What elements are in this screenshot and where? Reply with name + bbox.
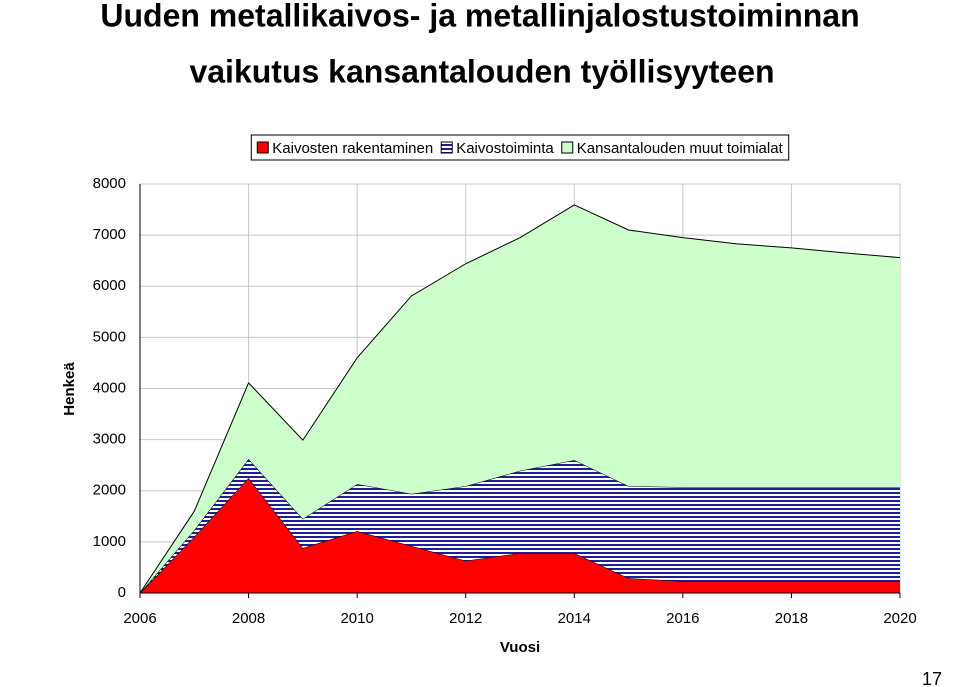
x-tick-label: 2008 [232, 610, 265, 627]
y-tick-label: 2000 [93, 482, 126, 499]
x-tick-label: 2020 [883, 610, 916, 627]
y-tick-label: 7000 [93, 226, 126, 243]
area [140, 477, 900, 593]
y-tick-label: 1000 [93, 533, 126, 550]
legend-swatch [440, 141, 453, 154]
legend-label: Kaivostoiminta [456, 140, 554, 157]
legend-label: Kansantalouden muut toimialat [577, 140, 784, 157]
x-axis-label: Vuosi [500, 639, 540, 656]
legend-swatch [256, 141, 269, 154]
y-tick-label: 5000 [93, 328, 126, 345]
y-tick-label: 4000 [93, 379, 126, 396]
area [140, 459, 900, 593]
legend-label: Kaivosten rakentaminen [272, 140, 433, 157]
area [140, 204, 900, 593]
y-tick-label: 8000 [93, 175, 126, 192]
x-tick-label: 2010 [340, 610, 373, 627]
legend: Kaivosten rakentaminen Kaivostoiminta Kans… [250, 134, 790, 161]
chart-title: Uuden metallikaivos- ja metallinjalostus… [100, 0, 859, 33]
y-axis-label: Henkeä [61, 362, 78, 416]
y-tick-label: 6000 [93, 277, 126, 294]
slide-number: 17 [922, 669, 942, 687]
x-tick-label: 2018 [775, 610, 808, 627]
y-tick-label: 0 [118, 584, 126, 601]
x-tick-label: 2006 [123, 610, 156, 627]
area-edge [139, 204, 901, 594]
legend-swatch [561, 141, 574, 154]
x-tick-label: 2014 [558, 610, 591, 627]
x-tick-label: 2016 [666, 610, 699, 627]
x-tick-label: 2012 [449, 610, 482, 627]
y-tick-label: 3000 [93, 431, 126, 448]
legend-box [250, 134, 790, 161]
chart-title: vaikutus kansantalouden työllisyyteen [189, 53, 774, 89]
